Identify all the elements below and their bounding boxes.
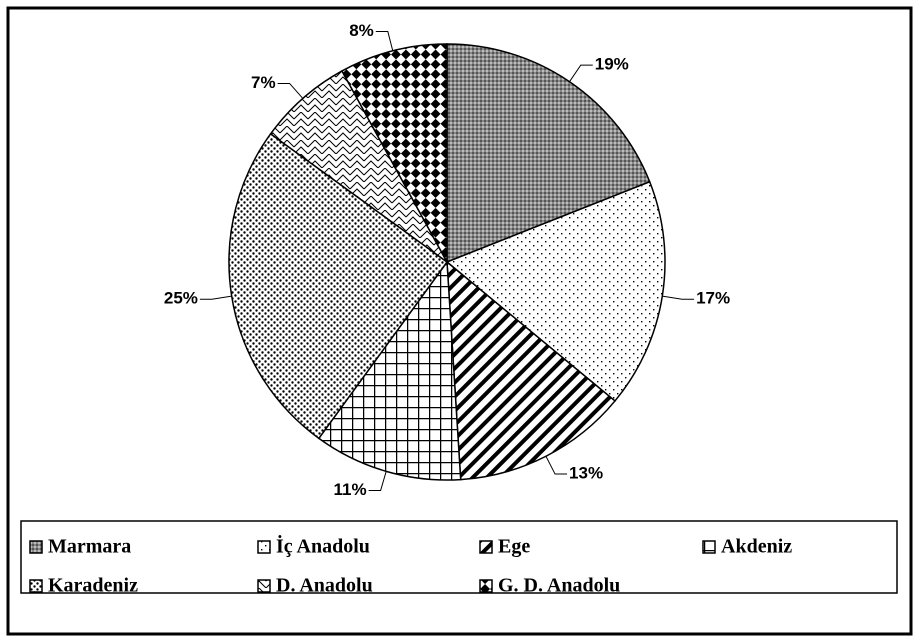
data-label: 17% [696, 289, 730, 308]
legend-label: D. Anadolu [276, 575, 373, 597]
leader-line [662, 295, 695, 300]
data-label: 8% [349, 21, 374, 40]
legend-label: G. D. Anadolu [498, 575, 620, 597]
legend-label: Marmara [48, 536, 131, 558]
frame [6, 6, 913, 636]
legend-swatch [479, 579, 493, 593]
legend-swatch [702, 540, 716, 554]
legend-swatch [29, 579, 43, 593]
legend-swatch [29, 540, 43, 554]
leader-line [199, 295, 232, 300]
legend-label: Akdeniz [721, 536, 792, 558]
data-label: 19% [595, 55, 629, 74]
legend-box [20, 520, 898, 594]
legend-swatch [257, 540, 271, 554]
data-label: 25% [164, 289, 198, 308]
legend-swatch [479, 540, 493, 554]
leader-line [569, 64, 593, 82]
data-label: 7% [251, 73, 276, 92]
legend-swatch [257, 579, 271, 593]
legend-label: Karadeniz [48, 575, 138, 597]
legend-label: Ege [498, 536, 530, 558]
pie-slice [317, 259, 462, 481]
data-label: 13% [569, 464, 603, 483]
legend-label: İç Anadolu [276, 534, 370, 558]
data-label: 11% [334, 480, 367, 499]
pie-slice [340, 43, 448, 263]
pie-slice [446, 43, 651, 264]
leader-line [375, 30, 394, 51]
pie-slice [445, 180, 666, 403]
pie-slice [446, 260, 617, 481]
leader-line [277, 82, 304, 99]
leader-line [545, 456, 568, 475]
leader-line [368, 471, 387, 492]
